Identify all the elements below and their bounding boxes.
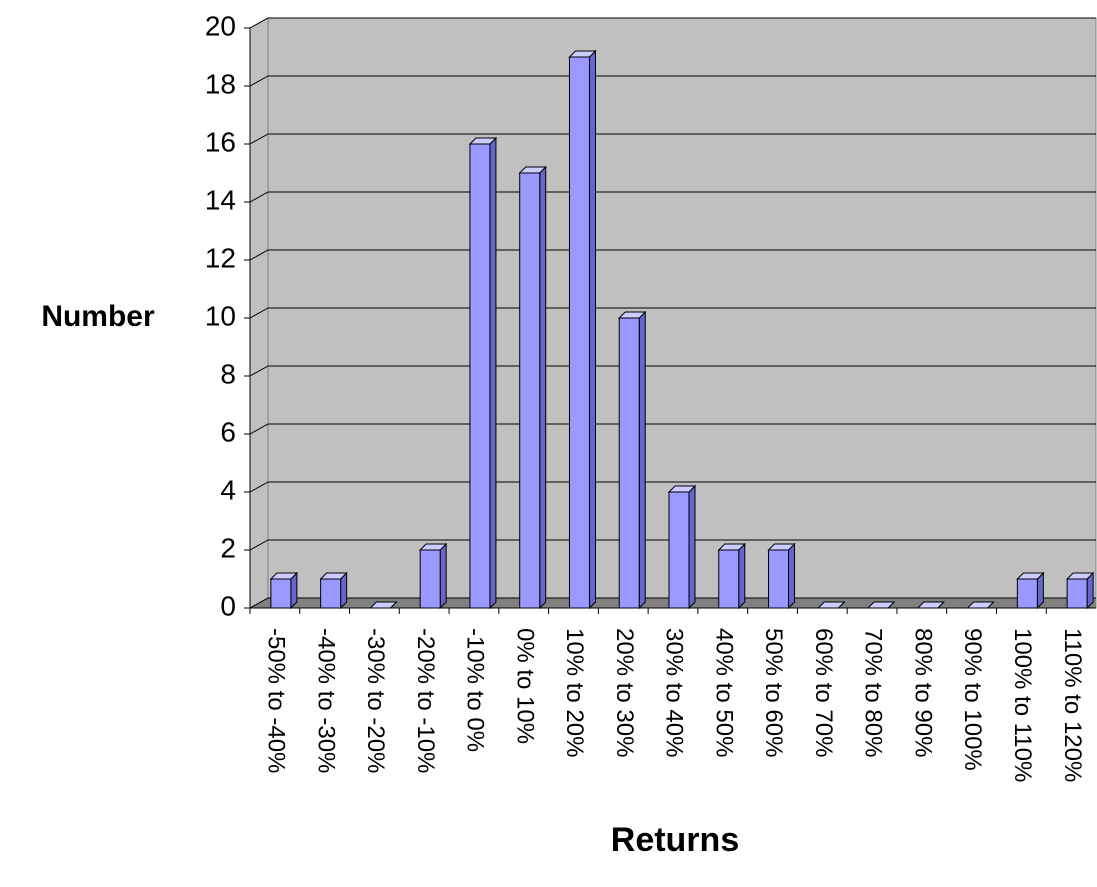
bar-side — [738, 542, 746, 610]
y-tick-label: 4 — [220, 474, 236, 505]
y-tick-label: 2 — [220, 532, 236, 563]
x-tick-label: -30% to -20% — [362, 628, 389, 773]
bar — [1016, 578, 1038, 609]
bar-side — [439, 542, 447, 610]
bar-top — [966, 601, 995, 609]
grid-line — [249, 597, 1096, 609]
bar-side — [788, 542, 796, 610]
grid-line — [249, 17, 1096, 29]
grid-line — [249, 133, 1096, 145]
y-tick-label: 16 — [205, 126, 236, 157]
bar-top — [916, 601, 946, 609]
bar-side — [688, 484, 696, 610]
bar-side — [588, 49, 596, 610]
bar — [768, 549, 790, 609]
x-tick-label: 60% to 70% — [810, 628, 837, 757]
x-tick-label: 50% to 60% — [760, 628, 787, 757]
grid-line — [249, 365, 1096, 377]
grid-line — [249, 539, 1096, 551]
x-tick-label: 20% to 30% — [611, 628, 638, 757]
bar-side — [539, 165, 547, 610]
x-tick-label: 70% to 80% — [860, 628, 887, 757]
bar-side — [489, 136, 497, 610]
bar — [668, 491, 690, 609]
x-tick-label: 80% to 90% — [909, 628, 936, 757]
y-tick-label: 10 — [205, 300, 236, 331]
grid-line — [249, 307, 1096, 319]
y-tick-label: 12 — [205, 242, 236, 273]
bar — [469, 143, 491, 609]
x-tick-label: -20% to -10% — [412, 628, 439, 773]
x-tick-label: 90% to 100% — [959, 628, 986, 771]
x-axis-title: Returns — [611, 821, 739, 859]
x-tick-label: 30% to 40% — [661, 628, 688, 757]
bar — [270, 578, 292, 609]
y-tick-label: 20 — [205, 10, 236, 41]
bar — [718, 549, 740, 609]
y-axis-title: Number — [41, 300, 155, 333]
y-tick-label: 18 — [205, 68, 236, 99]
y-tick-label: 6 — [220, 416, 236, 447]
bar — [618, 317, 640, 609]
bar — [1066, 578, 1088, 609]
grid-line — [249, 191, 1096, 203]
x-tick-label: 40% to 50% — [710, 628, 737, 757]
bar — [519, 172, 541, 609]
grid-line — [249, 249, 1096, 261]
x-tick-label: 0% to 10% — [511, 628, 538, 744]
bar-top — [866, 601, 896, 609]
y-tick-label: 14 — [205, 184, 236, 215]
grid-line — [249, 423, 1096, 435]
x-tick-label: -50% to -40% — [263, 628, 290, 773]
bar — [320, 578, 342, 609]
x-tick-label: -40% to -30% — [312, 628, 339, 773]
grid-line — [249, 481, 1096, 493]
bar-top — [369, 601, 398, 609]
x-tick-label: 100% to 110% — [1009, 628, 1036, 782]
bar — [568, 56, 590, 609]
y-tick-label: 8 — [220, 358, 236, 389]
bar-side — [638, 310, 646, 610]
x-tick-label: 110% to 120% — [1059, 628, 1086, 782]
x-tick-label: 10% to 20% — [561, 628, 588, 757]
y-tick-label: 0 — [220, 590, 236, 621]
bar — [419, 549, 441, 609]
bar-top — [817, 601, 846, 609]
grid-line — [249, 75, 1096, 87]
x-tick-label: -10% to 0% — [462, 628, 489, 752]
